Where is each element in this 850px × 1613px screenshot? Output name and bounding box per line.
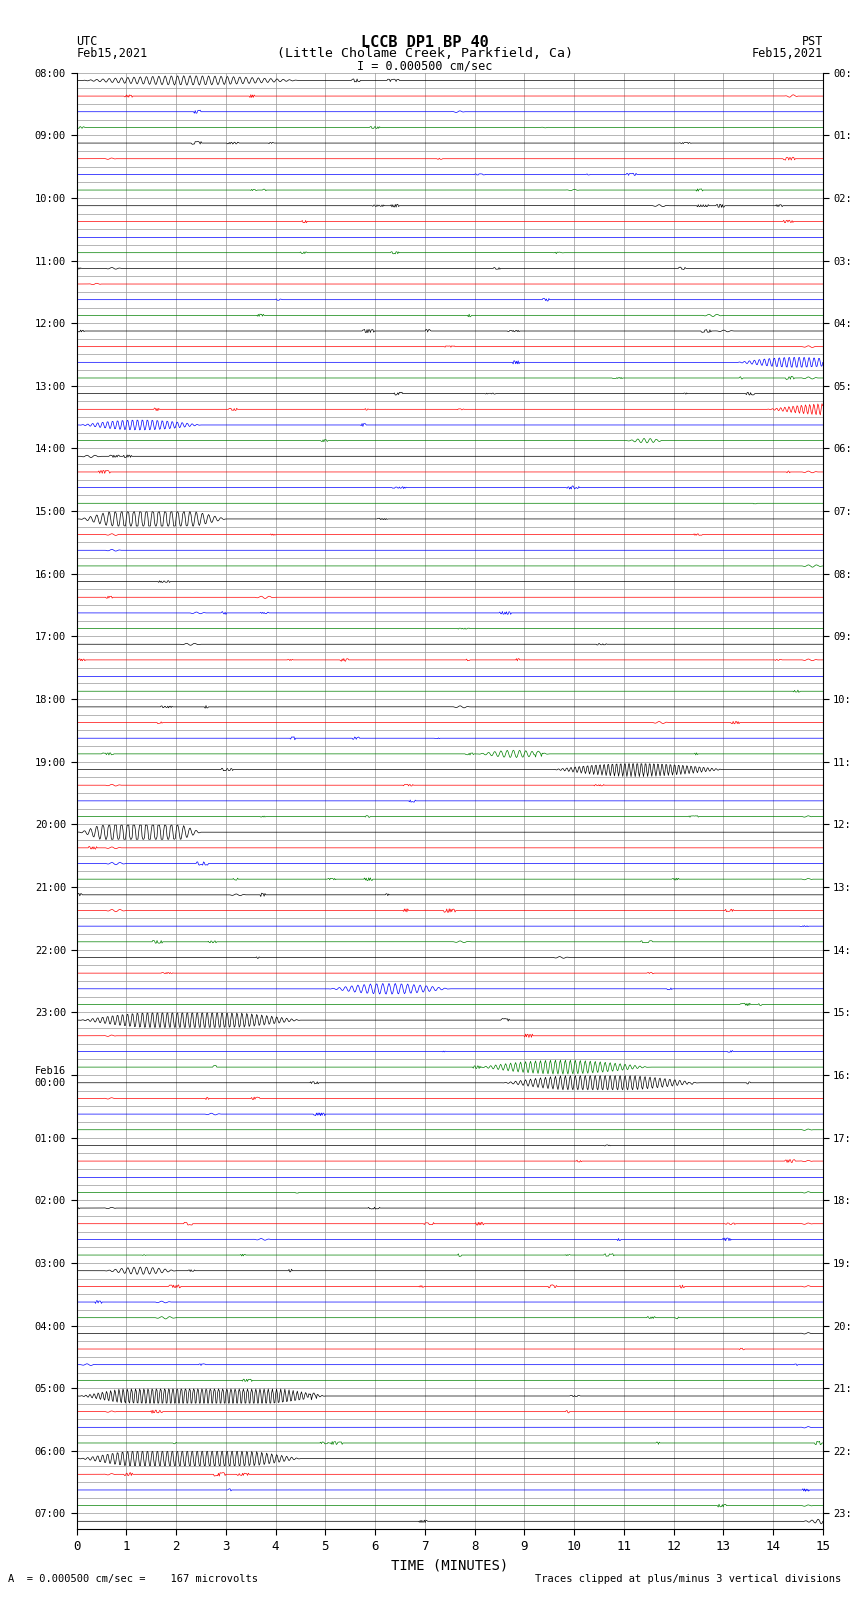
Text: I = 0.000500 cm/sec: I = 0.000500 cm/sec (357, 60, 493, 73)
Text: (Little Cholame Creek, Parkfield, Ca): (Little Cholame Creek, Parkfield, Ca) (277, 47, 573, 60)
Text: Feb15,2021: Feb15,2021 (76, 47, 148, 60)
X-axis label: TIME (MINUTES): TIME (MINUTES) (391, 1558, 508, 1573)
Text: PST: PST (802, 35, 823, 48)
Text: UTC: UTC (76, 35, 98, 48)
Text: Traces clipped at plus/minus 3 vertical divisions: Traces clipped at plus/minus 3 vertical … (536, 1574, 842, 1584)
Text: LCCB DP1 BP 40: LCCB DP1 BP 40 (361, 35, 489, 50)
Text: Feb15,2021: Feb15,2021 (751, 47, 823, 60)
Text: A  = 0.000500 cm/sec =    167 microvolts: A = 0.000500 cm/sec = 167 microvolts (8, 1574, 258, 1584)
